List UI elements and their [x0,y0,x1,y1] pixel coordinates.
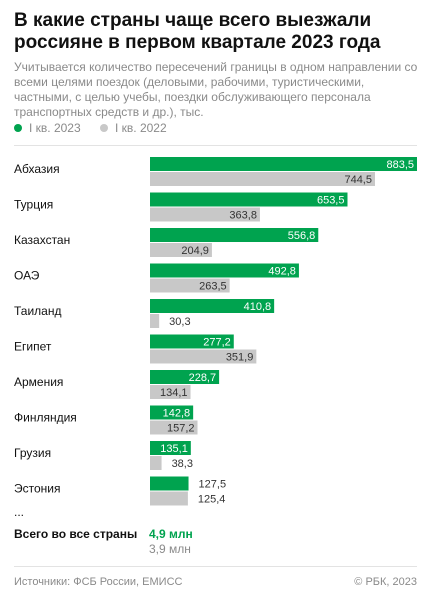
data-label-2023: 410,8 [244,301,272,313]
footer: Источники: ФСБ России, ЕМИСС © РБК, 2023 [14,576,417,590]
totals-label: Всего во все страны [14,527,138,541]
data-label-2022: 263,5 [199,281,227,293]
category-label: Турция [14,198,53,212]
chart-subtitle: Учитывается количество пересечений грани… [14,60,418,119]
legend-label-2023: I кв. 2023 [29,121,81,135]
data-label-2023: 228,7 [189,372,217,384]
category-label: Финляндия [14,411,77,425]
bottom-divider [14,566,417,567]
copyright: © РБК, 2023 [354,576,417,588]
data-label-2023: 883,5 [386,159,414,171]
totals-value-2022: 3,9 млн [149,542,191,556]
legend-dot-2023 [14,124,22,132]
category-label: Абхазия [14,162,60,176]
chart-title: В какие страны чаще всего выезжали росси… [14,10,381,53]
bar-2023 [150,263,299,278]
data-label-2022: 38,3 [172,458,193,470]
legend: I кв. 2023 I кв. 2022 [14,121,419,135]
bar-2022 [150,172,375,186]
data-label-2022: 204,9 [181,245,209,257]
data-label-2022: 744,5 [344,174,372,186]
data-label-2022: 351,9 [226,352,254,364]
bar-2023 [150,228,319,242]
bar-2022 [150,420,198,435]
data-label-2022: 30,3 [169,316,190,328]
bar-2022 [150,385,191,399]
data-label-2023: 135,1 [160,443,188,455]
category-label: Грузия [14,446,51,460]
legend-item-2022: I кв. 2022 [100,121,167,135]
data-label-2022: 125,4 [198,494,226,506]
bar-2023 [150,157,417,171]
bar-2022 [150,207,260,222]
bar-2022 [150,278,230,293]
category-label: ОАЭ [14,269,40,283]
category-label: Армения [14,375,63,389]
source-note: Источники: ФСБ России, ЕМИСС [14,576,183,588]
bar-2023 [150,299,275,313]
category-label: Эстония [14,482,61,496]
totals-value-2023: 4,9 млн [149,527,193,541]
data-label-2023: 556,8 [288,230,316,242]
bar-2023 [150,370,220,384]
totals: Всего во все страны 4,9 млн 3,9 млн [14,527,419,557]
data-label-2022: 134,1 [160,387,188,399]
top-divider [14,145,417,146]
bar-2023 [150,192,348,207]
data-label-2023: 653,5 [317,195,345,207]
bar-2022 [150,456,162,470]
data-label-2023: 127,5 [199,479,227,491]
bar-2023 [150,334,234,349]
legend-dot-2022 [100,124,108,132]
data-label-2023: 277,2 [203,337,231,349]
bar-2023 [150,476,189,491]
bar-2022 [150,491,188,506]
bar-2022 [150,243,212,257]
category-label: Египет [14,340,52,354]
data-label-2023: 492,8 [268,266,296,278]
legend-label-2022: I кв. 2022 [115,121,167,135]
legend-item-2023: I кв. 2023 [14,121,81,135]
bar-2023 [150,405,194,420]
bar-2023 [150,441,191,455]
category-label: Казахстан [14,233,70,247]
data-label-2022: 157,2 [167,423,195,435]
bar-2022 [150,314,160,328]
bar-2022 [150,349,257,364]
ellipsis: ... [14,505,24,519]
category-label: Таиланд [14,304,61,318]
data-label-2023: 142,8 [163,408,191,420]
data-label-2022: 363,8 [229,210,257,222]
